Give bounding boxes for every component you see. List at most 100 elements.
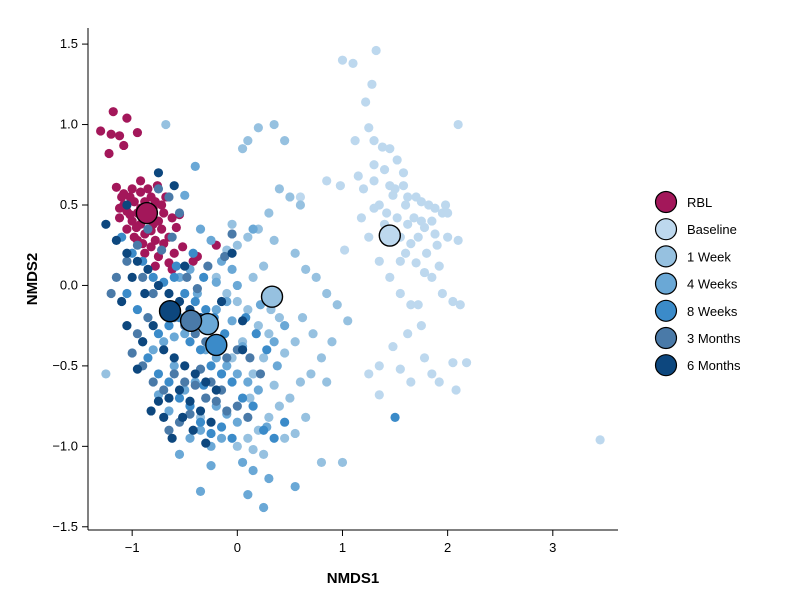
series-4 bbox=[117, 232, 400, 443]
series-1 bbox=[295, 45, 605, 445]
legend-item: 6 Months bbox=[654, 354, 741, 377]
data-point bbox=[206, 235, 216, 245]
data-point bbox=[195, 406, 206, 416]
data-point bbox=[180, 329, 190, 339]
centroid-marker bbox=[179, 309, 203, 333]
data-point bbox=[251, 329, 261, 339]
data-point bbox=[379, 164, 390, 175]
data-point bbox=[430, 229, 440, 239]
data-point bbox=[216, 433, 227, 443]
data-point bbox=[301, 264, 311, 274]
data-point bbox=[358, 184, 369, 194]
data-point bbox=[280, 348, 290, 358]
data-point bbox=[96, 126, 106, 136]
data-point bbox=[122, 288, 132, 299]
data-point bbox=[164, 321, 174, 331]
data-point bbox=[148, 272, 158, 282]
data-point bbox=[135, 187, 146, 197]
data-point bbox=[211, 396, 221, 406]
y-tick-label: −1.5 bbox=[52, 519, 78, 534]
data-point bbox=[269, 380, 279, 390]
data-point bbox=[243, 136, 253, 146]
data-point bbox=[406, 300, 416, 310]
data-point bbox=[227, 264, 237, 274]
data-point bbox=[290, 428, 300, 439]
data-point bbox=[406, 239, 416, 249]
data-point bbox=[453, 119, 463, 130]
data-point bbox=[164, 288, 174, 299]
data-point bbox=[290, 337, 300, 347]
data-point bbox=[385, 272, 395, 282]
data-point bbox=[159, 345, 169, 355]
data-point bbox=[188, 248, 198, 258]
x-axis-label: NMDS1 bbox=[327, 570, 380, 587]
data-point bbox=[343, 316, 353, 326]
data-point bbox=[159, 208, 169, 218]
data-point bbox=[280, 136, 290, 146]
data-point bbox=[132, 240, 143, 250]
data-point bbox=[174, 208, 185, 218]
data-point bbox=[127, 272, 137, 282]
data-point bbox=[122, 321, 132, 331]
x-tick-label: 3 bbox=[549, 540, 556, 555]
data-point bbox=[146, 406, 156, 416]
data-point bbox=[301, 412, 311, 422]
data-point bbox=[264, 473, 274, 484]
data-point bbox=[327, 337, 337, 347]
data-point bbox=[135, 176, 146, 186]
data-point bbox=[153, 168, 164, 178]
data-point bbox=[243, 433, 253, 443]
data-point bbox=[195, 486, 206, 496]
legend-item: Baseline bbox=[654, 218, 737, 241]
data-point bbox=[364, 232, 374, 242]
data-point bbox=[311, 272, 321, 282]
data-point bbox=[143, 184, 153, 194]
data-point bbox=[108, 107, 118, 117]
x-ticks: −1 0 1 2 3 bbox=[125, 530, 556, 555]
data-point bbox=[413, 232, 423, 242]
data-point bbox=[180, 190, 190, 200]
legend-swatch bbox=[654, 354, 678, 377]
data-point bbox=[211, 277, 221, 287]
data-point bbox=[335, 181, 345, 191]
data-point bbox=[114, 213, 125, 223]
data-point bbox=[222, 353, 232, 363]
data-point bbox=[153, 280, 164, 291]
data-point bbox=[122, 224, 132, 234]
data-point bbox=[427, 272, 437, 282]
data-point bbox=[169, 361, 179, 371]
data-point bbox=[167, 232, 177, 242]
data-point bbox=[169, 332, 179, 342]
data-point bbox=[164, 393, 174, 403]
data-point bbox=[274, 184, 284, 194]
data-point bbox=[222, 361, 232, 371]
data-point bbox=[140, 248, 150, 258]
data-point bbox=[178, 242, 188, 252]
data-point bbox=[243, 490, 253, 500]
data-point bbox=[264, 329, 274, 339]
legend: RBL Baseline 1 Week 4 Weeks 8 Weeks 3 Months 6… bbox=[654, 190, 741, 377]
y-ticks: −1.5 −1.0 −0.5 0.0 0.5 1.0 1.5 bbox=[52, 36, 88, 534]
legend-item: 1 Week bbox=[654, 245, 731, 268]
data-point bbox=[122, 113, 132, 123]
data-point bbox=[148, 321, 158, 331]
data-point bbox=[169, 181, 179, 191]
data-point bbox=[157, 200, 167, 210]
data-point bbox=[259, 261, 269, 271]
data-point bbox=[285, 393, 295, 403]
data-point bbox=[201, 393, 211, 403]
data-point bbox=[185, 396, 195, 406]
data-point bbox=[127, 184, 137, 194]
legend-swatch bbox=[654, 190, 678, 214]
data-point bbox=[111, 272, 121, 282]
legend-swatch bbox=[654, 245, 678, 268]
legend-label: 3 Months bbox=[687, 331, 741, 346]
data-point bbox=[169, 369, 179, 379]
data-point bbox=[269, 119, 279, 130]
data-point bbox=[437, 288, 447, 299]
data-point bbox=[337, 457, 348, 468]
data-point bbox=[167, 213, 177, 223]
data-point bbox=[248, 224, 258, 234]
centroid-marker bbox=[158, 299, 182, 323]
legend-swatch bbox=[654, 272, 678, 295]
